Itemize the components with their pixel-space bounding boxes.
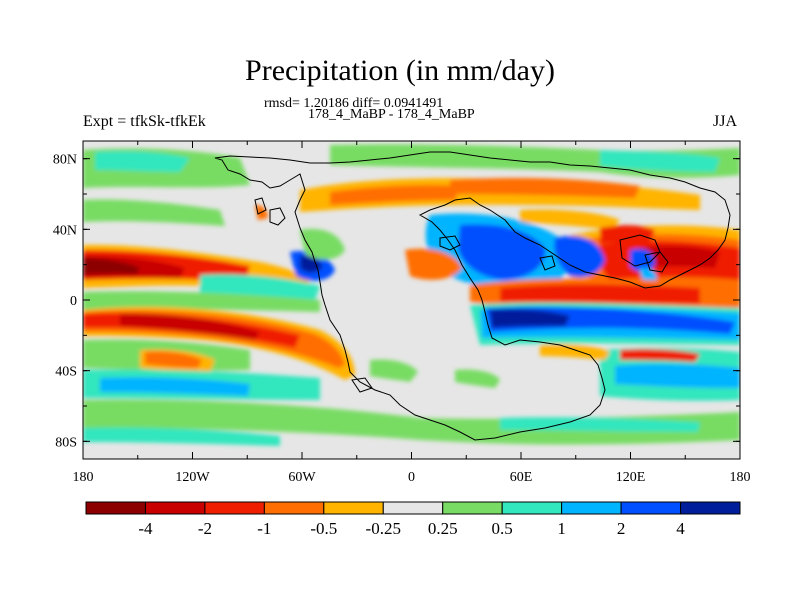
- axis-tick-labels: 80N 40N 0 40S 80S 180 120W 60W 0 60E 120E 180: [53, 153, 751, 485]
- lat-tick-label: 80N: [53, 153, 77, 168]
- colorbar-swatch: [204, 501, 265, 515]
- colorbar-label: 0.25: [428, 519, 458, 538]
- axis-ticks: [82, 141, 741, 459]
- stats-label: rmsd= 1.20186 diff= 0.0941491: [264, 96, 444, 111]
- colorbar-swatch: [501, 501, 563, 515]
- colorbar-label: 4: [676, 519, 685, 538]
- colorbar-swatch: [382, 501, 444, 515]
- colorbar-label: -2: [198, 519, 212, 538]
- precip-anomaly-layer: [83, 144, 740, 446]
- colorbar-label: 2: [617, 519, 626, 538]
- colorbar-label: -1: [257, 519, 271, 538]
- lon-tick-label: 60W: [288, 470, 316, 485]
- lat-tick-label: 80S: [55, 435, 77, 450]
- colorbar-swatch: [561, 501, 622, 515]
- colorbar-label: -0.5: [310, 519, 337, 538]
- colorbar-swatch: [323, 501, 384, 515]
- colorbar-swatch: [144, 501, 206, 515]
- colorbar-swatch: [263, 501, 325, 515]
- lat-tick-label: 40S: [55, 365, 77, 380]
- season-label: JJA: [713, 113, 738, 130]
- colorbar-label: 1: [557, 519, 566, 538]
- lon-tick-label: 180: [730, 470, 751, 485]
- colorbar-swatch: [680, 501, 741, 515]
- colorbar-swatch: [620, 501, 682, 515]
- lon-tick-label: 120E: [616, 470, 646, 485]
- plot-title: Precipitation (in mm/day): [245, 54, 555, 87]
- colorbar-label: 0.5: [492, 519, 513, 538]
- precip-field: [83, 141, 740, 459]
- colorbar-label: -4: [138, 519, 153, 538]
- colorbar: -4 -2 -1 -0.5 -0.25 0.25 0.5 1 2 4: [85, 501, 741, 538]
- colorbar-swatch: [442, 501, 503, 515]
- lon-tick-label: 60E: [510, 470, 533, 485]
- lon-tick-label: 120W: [175, 470, 210, 485]
- experiment-label: Expt = tfkSk-tfkEk: [83, 113, 206, 130]
- lon-tick-label: 180: [73, 470, 94, 485]
- lon-tick-label: 0: [408, 470, 415, 485]
- colorbar-swatch: [85, 501, 146, 515]
- colorbar-label: -0.25: [366, 519, 401, 538]
- coastlines: [214, 151, 731, 441]
- lat-tick-label: 40N: [53, 223, 77, 238]
- period-label: 178_4_MaBP - 178_4_MaBP: [308, 107, 475, 122]
- lat-tick-label: 0: [70, 294, 77, 309]
